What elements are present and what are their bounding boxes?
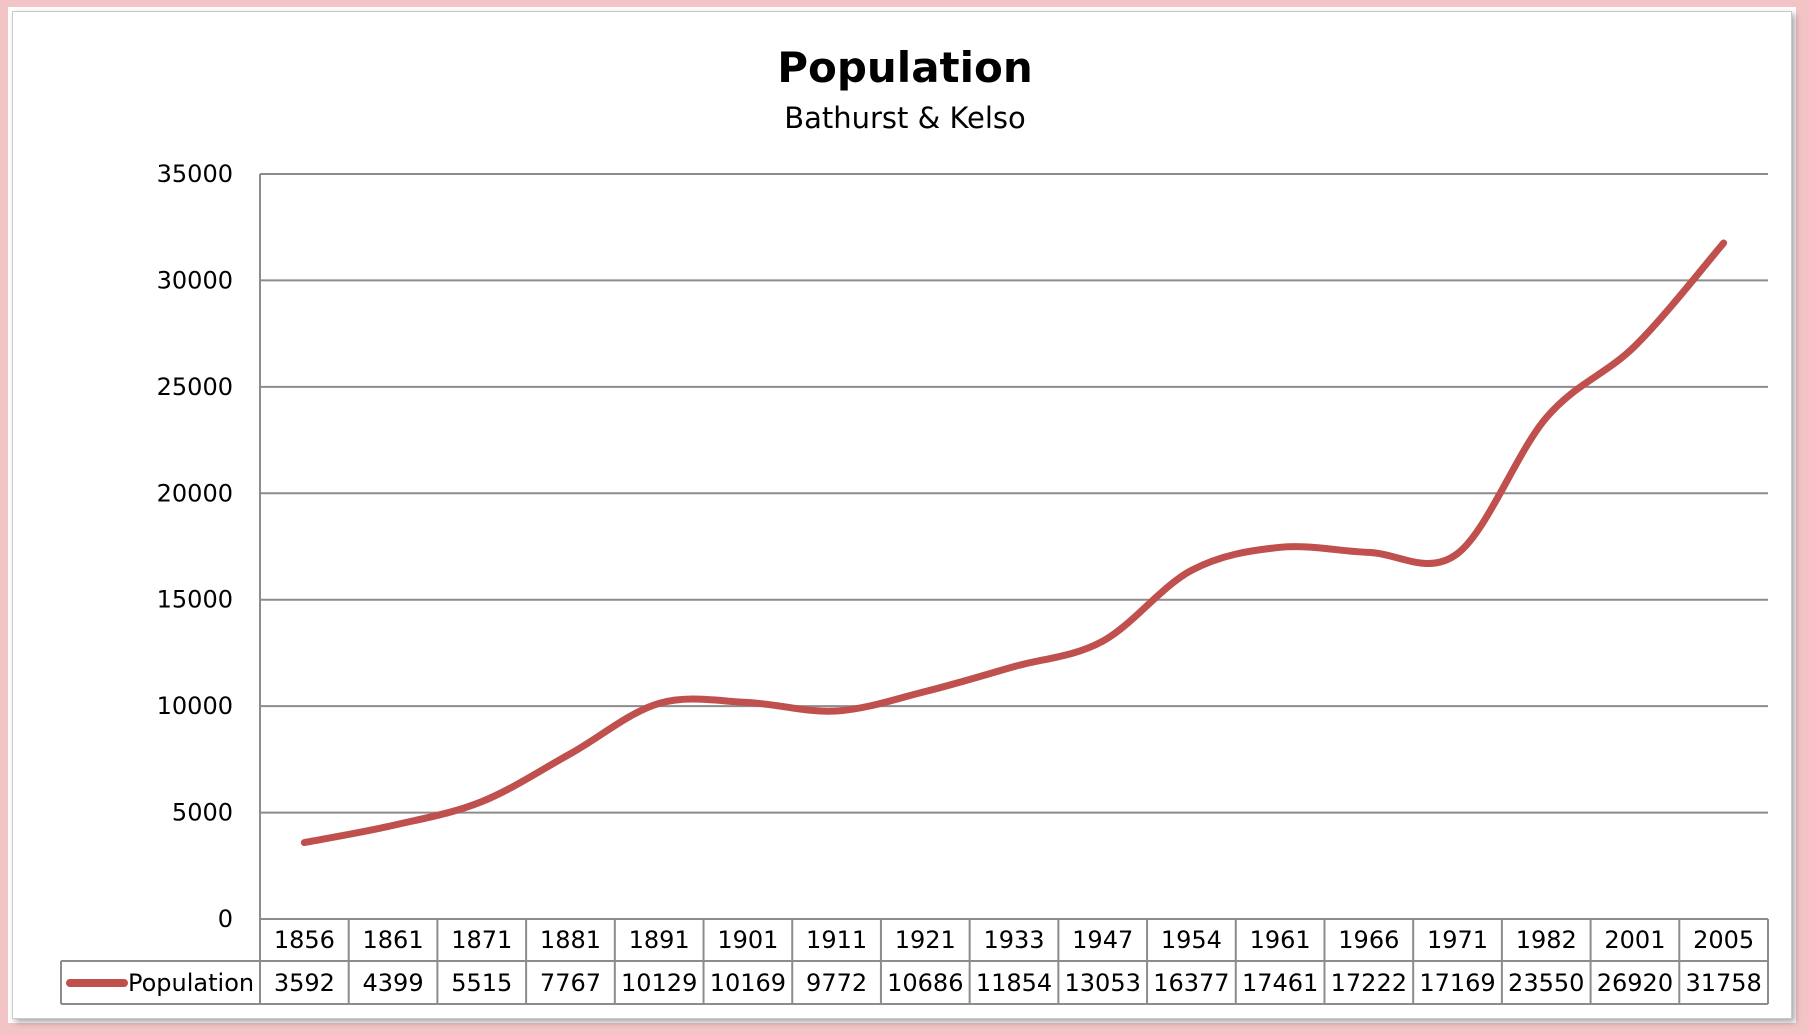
data-table-value: 10129 xyxy=(621,969,697,997)
data-table: 1856 1861 1871 1881 1891 1901 1911 1921 1933 1947… xyxy=(60,174,1769,1005)
series-line-group xyxy=(300,239,1728,847)
data-table-value: 10169 xyxy=(710,969,786,997)
data-table-value: 23550 xyxy=(1508,969,1584,997)
y-tick-label: 10000 xyxy=(157,692,233,720)
x-category-label: 1961 xyxy=(1250,926,1311,954)
chart-title: Population xyxy=(777,43,1033,92)
x-category-label: 1891 xyxy=(629,926,690,954)
y-tick-label: 15000 xyxy=(157,586,233,614)
data-table-value: 4399 xyxy=(363,969,424,997)
chart-panel xyxy=(12,11,1792,1019)
data-table-value: 13053 xyxy=(1065,969,1141,997)
data-table-value: 9772 xyxy=(806,969,867,997)
data-table-value: 5515 xyxy=(451,969,512,997)
x-category-label: 1933 xyxy=(983,926,1044,954)
y-tick-label: 30000 xyxy=(157,266,233,294)
data-table-value: 17461 xyxy=(1242,969,1318,997)
y-tick-label: 0 xyxy=(218,905,233,933)
x-category-label: 1901 xyxy=(717,926,778,954)
x-category-label: 1911 xyxy=(806,926,867,954)
y-axis-tick-labels: 0 5000 10000 15000 20000 25000 30000 35000 xyxy=(157,160,233,933)
y-tick-label: 5000 xyxy=(172,799,233,827)
y-tick-label: 20000 xyxy=(157,479,233,507)
data-table-value: 17169 xyxy=(1419,969,1495,997)
y-tick-label: 25000 xyxy=(157,373,233,401)
x-category-label: 1871 xyxy=(451,926,512,954)
x-category-label: 2005 xyxy=(1693,926,1754,954)
data-table-value: 10686 xyxy=(887,969,963,997)
x-category-label: 1982 xyxy=(1516,926,1577,954)
gridlines xyxy=(260,173,1768,814)
x-category-label: 1947 xyxy=(1072,926,1133,954)
data-table-value: 17222 xyxy=(1331,969,1407,997)
x-category-label: 1856 xyxy=(274,926,335,954)
y-tick-label: 35000 xyxy=(157,160,233,188)
data-table-value: 3592 xyxy=(274,969,335,997)
x-category-label: 2001 xyxy=(1604,926,1665,954)
x-category-label: 1966 xyxy=(1338,926,1399,954)
x-category-label: 1861 xyxy=(363,926,424,954)
data-table-value: 31758 xyxy=(1685,969,1761,997)
series-line-population xyxy=(300,239,1728,847)
chart-subtitle: Bathurst & Kelso xyxy=(784,101,1026,135)
x-category-label: 1881 xyxy=(540,926,601,954)
data-table-value: 26920 xyxy=(1597,969,1673,997)
legend-series-name: Population xyxy=(128,969,254,997)
data-table-value: 7767 xyxy=(540,969,601,997)
x-category-label: 1921 xyxy=(895,926,956,954)
x-category-label: 1954 xyxy=(1161,926,1222,954)
data-table-value: 11854 xyxy=(976,969,1052,997)
data-table-value: 16377 xyxy=(1153,969,1229,997)
x-category-label: 1971 xyxy=(1427,926,1488,954)
